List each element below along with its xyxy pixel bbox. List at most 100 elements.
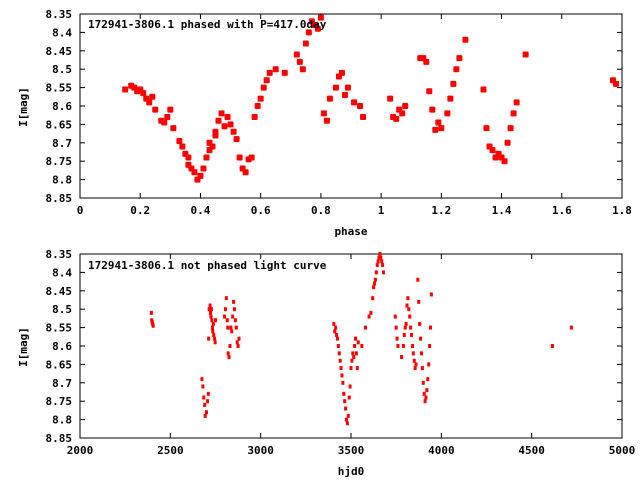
phased-data-point bbox=[480, 86, 487, 93]
unphased-data-point bbox=[344, 406, 348, 411]
phased-data-point bbox=[438, 125, 445, 132]
unphased-data-point bbox=[226, 325, 230, 330]
unphased-data-point bbox=[335, 332, 339, 337]
unphased-x-tick-label: 2500 bbox=[157, 444, 184, 457]
unphased-data-point bbox=[210, 325, 214, 330]
unphased-data-point bbox=[354, 336, 358, 341]
phased-x-tick-label: 0.8 bbox=[311, 204, 331, 217]
phased-x-tick-label: 0.6 bbox=[251, 204, 271, 217]
unphased-data-point bbox=[375, 263, 379, 268]
unphased-data-point bbox=[416, 277, 420, 282]
phased-data-point bbox=[185, 154, 192, 161]
unphased-data-point bbox=[374, 270, 378, 275]
phased-data-point bbox=[612, 80, 619, 87]
unphased-data-point bbox=[228, 344, 232, 348]
phased-data-point bbox=[522, 51, 529, 58]
unphased-data-point bbox=[348, 384, 352, 389]
unphased-data-point bbox=[379, 255, 383, 260]
phased-data-point bbox=[191, 169, 198, 176]
unphased-data-point bbox=[201, 384, 205, 389]
unphased-data-point bbox=[342, 391, 346, 396]
phased-data-point bbox=[221, 123, 228, 130]
unphased-data-point bbox=[202, 395, 206, 400]
phased-data-point bbox=[314, 25, 321, 32]
phased-data-point bbox=[456, 55, 463, 62]
unphased-data-point bbox=[346, 413, 350, 418]
unphased-data-point bbox=[211, 321, 215, 326]
unphased-data-point bbox=[351, 351, 355, 356]
phased-data-point bbox=[344, 84, 351, 91]
phased-data-point bbox=[360, 114, 367, 121]
phased-chart-panel: 0 0.2 0.4 0.6 0.8 1 1.2 1.4 1.6 1.8 8.35 8.4 8.45 8.5… bbox=[17, 8, 632, 238]
phased-data-point bbox=[323, 117, 330, 124]
unphased-data-point bbox=[380, 259, 384, 264]
phased-chart-title: 172941-3806.1 phased with P=417.0day bbox=[88, 18, 327, 31]
unphased-data-point bbox=[382, 270, 386, 275]
phased-data-point bbox=[251, 114, 258, 121]
unphased-data-point bbox=[206, 391, 210, 396]
phased-data-point bbox=[387, 95, 394, 102]
unphased-data-point bbox=[200, 377, 204, 382]
unphased-y-tick-label: 8.85 bbox=[46, 432, 73, 445]
phased-data-point bbox=[122, 86, 129, 93]
unphased-data-point bbox=[393, 314, 397, 319]
unphased-data-point bbox=[419, 336, 423, 341]
phased-data-point bbox=[281, 69, 288, 76]
phased-data-point bbox=[332, 84, 339, 91]
unphased-data-point bbox=[395, 336, 399, 341]
phased-data-point bbox=[212, 128, 219, 135]
unphased-data-point bbox=[223, 307, 227, 312]
phased-data-point bbox=[510, 110, 517, 117]
phased-data-point bbox=[305, 29, 312, 36]
phased-data-point bbox=[326, 95, 333, 102]
phased-data-point bbox=[338, 69, 345, 76]
phased-y-tick-label: 8.7 bbox=[52, 137, 72, 150]
phased-x-tick-label: 1.4 bbox=[492, 204, 512, 217]
unphased-y-tick-label: 8.6 bbox=[52, 340, 72, 353]
unphased-x-tick-label: 2000 bbox=[67, 444, 94, 457]
phased-data-point bbox=[161, 119, 168, 126]
phased-data-point bbox=[341, 91, 348, 98]
unphased-data-point bbox=[206, 399, 210, 404]
unphased-data-point bbox=[333, 329, 337, 334]
phased-data-point bbox=[266, 69, 273, 76]
unphased-data-point bbox=[550, 344, 554, 348]
unphased-data-point bbox=[340, 373, 344, 378]
unphased-data-point bbox=[413, 366, 417, 371]
unphased-data-point bbox=[339, 366, 343, 371]
unphased-data-point bbox=[225, 318, 229, 323]
unphased-data-point bbox=[224, 296, 228, 301]
unphased-data-point bbox=[402, 332, 406, 337]
unphased-data-point bbox=[360, 344, 364, 348]
phased-y-tick-label: 8.5 bbox=[52, 63, 72, 76]
unphased-data-point bbox=[428, 344, 432, 348]
unphased-y-tick-label: 8.45 bbox=[46, 285, 73, 298]
unphased-data-point bbox=[231, 314, 235, 319]
unphased-data-point bbox=[419, 351, 423, 356]
unphased-data-point bbox=[403, 325, 407, 330]
unphased-data-point bbox=[404, 321, 408, 326]
phased-data-point bbox=[435, 119, 442, 126]
phased-data-point bbox=[447, 95, 454, 102]
unphased-data-point bbox=[356, 340, 360, 345]
unphased-y-tick-label: 8.75 bbox=[46, 395, 73, 408]
unphased-data-point bbox=[417, 299, 421, 304]
unphased-data-point bbox=[367, 314, 371, 319]
unphased-data-point bbox=[410, 344, 414, 348]
phased-data-point bbox=[149, 93, 156, 100]
phased-axis-ticks: 0 0.2 0.4 0.6 0.8 1 1.2 1.4 1.6 1.8 8.35 8.4 8.45 8.5… bbox=[46, 8, 632, 217]
phased-data-point bbox=[146, 99, 153, 106]
unphased-plot-frame bbox=[79, 253, 623, 439]
unphased-data-point bbox=[376, 259, 380, 264]
unphased-data-point bbox=[151, 323, 155, 328]
unphased-data-point bbox=[226, 351, 230, 356]
phased-x-tick-label: 1.8 bbox=[612, 204, 632, 217]
phased-data-point bbox=[260, 84, 267, 91]
phased-data-point bbox=[444, 110, 451, 117]
phased-data-point bbox=[450, 80, 457, 87]
phased-data-point bbox=[489, 147, 496, 154]
unphased-data-point bbox=[227, 355, 231, 360]
phased-data-point bbox=[426, 88, 433, 95]
unphased-data-point bbox=[209, 314, 213, 319]
phased-y-tick-label: 8.8 bbox=[52, 174, 72, 187]
